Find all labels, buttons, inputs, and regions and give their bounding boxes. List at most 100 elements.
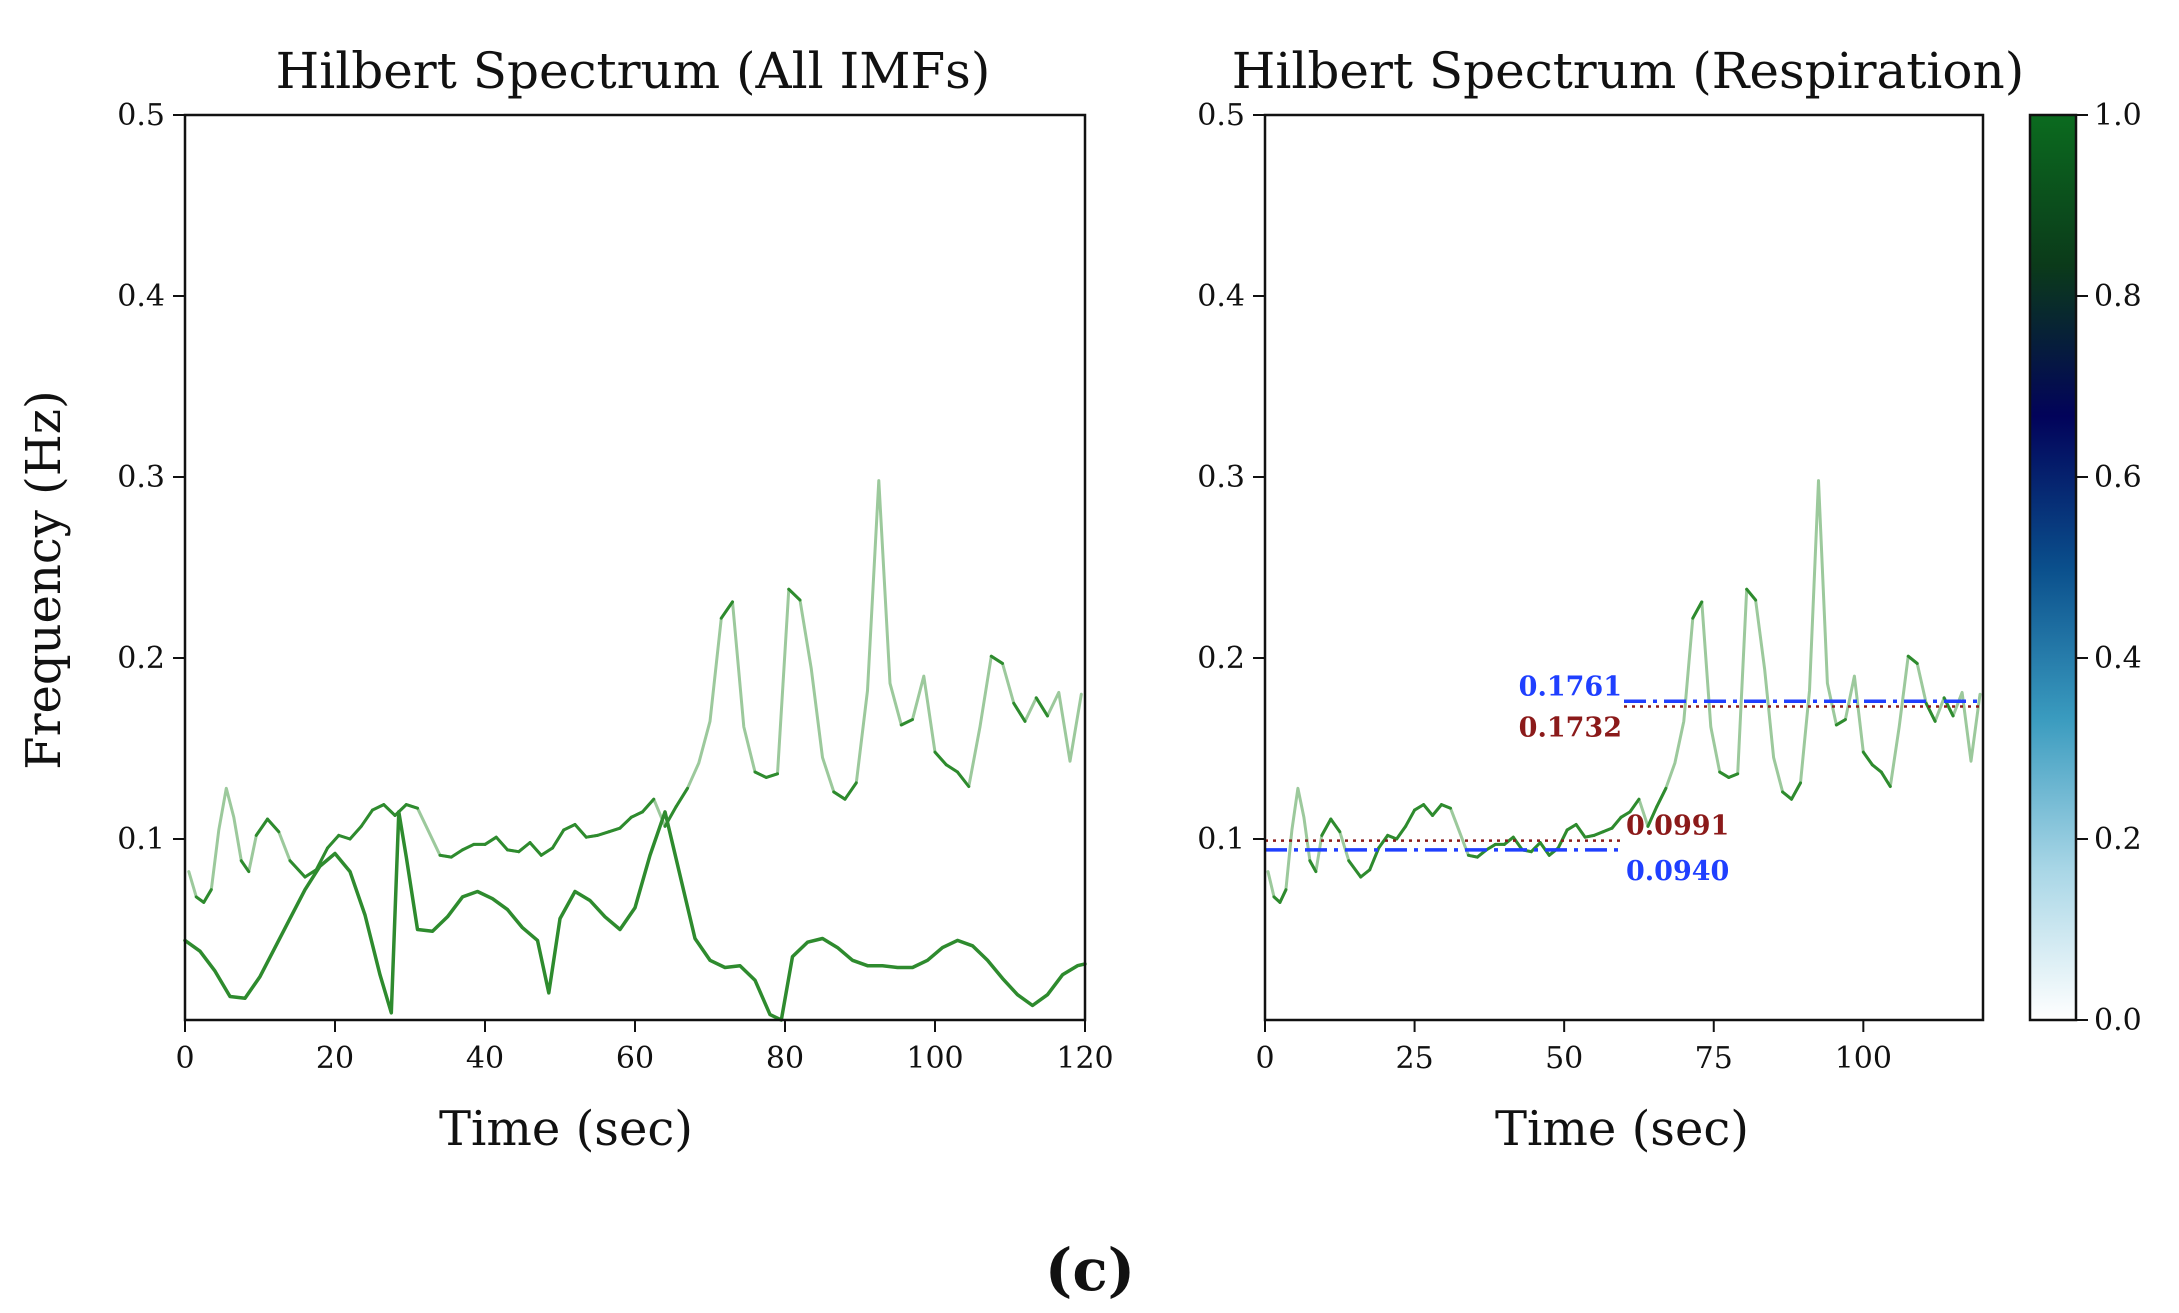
- left-series-segment: [562, 823, 577, 832]
- left-series-segment: [371, 803, 386, 812]
- right-series-segment: [1511, 835, 1524, 852]
- left-series-segment: [348, 824, 363, 841]
- left-series-segment: [933, 750, 948, 767]
- left-plot-frame: [183, 113, 1087, 1022]
- right-series-segment: [1781, 790, 1794, 801]
- right-series-line-0: [1266, 479, 1982, 904]
- left-series-segment: [1012, 701, 1027, 723]
- right-series-segment: [1924, 701, 1937, 723]
- colorbar-tick-label: 1.0: [2094, 98, 2142, 133]
- right-series-segment: [1395, 824, 1408, 841]
- right-series-segment: [1484, 842, 1497, 852]
- right-y-tick-label: 0.5: [1197, 98, 1245, 133]
- left-y-tick-label: 0.4: [117, 279, 165, 314]
- left-series-segment: [787, 587, 802, 602]
- left-series-segment: [956, 770, 971, 789]
- right-series-segment: [1727, 772, 1740, 779]
- right-series-segment: [1308, 859, 1318, 874]
- right-x-tick-label: 100: [1835, 1041, 1892, 1076]
- left-x-tick-label: 0: [175, 1041, 194, 1076]
- right-series-segment: [1610, 815, 1623, 830]
- right-series-segment: [1565, 823, 1578, 832]
- left-y-tick-label: 0.2: [117, 641, 165, 676]
- right-series-segment: [1691, 600, 1704, 620]
- right-series-segment: [1329, 817, 1342, 834]
- left-series-segment: [607, 826, 622, 834]
- right-series-segment: [1440, 803, 1452, 810]
- left-x-tick-label: 40: [466, 1041, 504, 1076]
- right-x-tick-label: 75: [1695, 1041, 1733, 1076]
- right-y-tick-label: 0.2: [1197, 641, 1245, 676]
- left-series-segment: [266, 817, 281, 834]
- left-series-segment: [461, 842, 476, 852]
- right-series-segment: [1368, 846, 1381, 872]
- right-series-segment: [1879, 770, 1892, 789]
- left-series-segment: [494, 835, 509, 852]
- left-series-segment: [359, 808, 374, 828]
- left-series-segment: [843, 781, 858, 801]
- right-series-segment: [1386, 833, 1399, 841]
- left-series-segment: [337, 833, 352, 841]
- left-plot-area: 0 20 40 60 80 100 120 0.1 0.2 0.3 0.4 0.5: [117, 98, 1113, 1076]
- left-x-tick-label: 120: [1056, 1041, 1113, 1076]
- colorbar: 0.0 0.2 0.4 0.6 0.8 1.0: [2028, 98, 2142, 1038]
- left-x-tick-label: 80: [766, 1041, 804, 1076]
- left-series-line-0: [187, 479, 1083, 904]
- figure-caption: (c): [1045, 1236, 1135, 1304]
- right-chart-title: Hilbert Spectrum (Respiration): [1232, 42, 2024, 100]
- left-series-segment: [764, 772, 779, 779]
- colorbar-tick-label: 0.6: [2094, 460, 2142, 495]
- left-series-segment: [753, 770, 768, 779]
- right-series-segment: [1583, 833, 1596, 839]
- left-x-axis-label: Time (sec): [439, 1101, 693, 1157]
- right-series-segment: [1404, 808, 1417, 828]
- left-series-segment: [254, 817, 269, 837]
- right-series-segment: [1601, 826, 1614, 834]
- right-series-segment: [1556, 828, 1569, 850]
- left-series-segment: [1034, 696, 1049, 718]
- left-series-segment: [584, 833, 599, 839]
- left-series-segment: [719, 600, 734, 620]
- right-plot-frame: [1263, 113, 1985, 1022]
- reference-label-0.1761: 0.1761: [1519, 671, 1622, 702]
- colorbar-tick-label: 0.2: [2094, 822, 2142, 857]
- left-series-segment: [326, 833, 341, 850]
- right-y-tick-label: 0.3: [1197, 460, 1245, 495]
- colorbar-tick-label: 0.4: [2094, 641, 2142, 676]
- left-series-segment: [573, 823, 588, 839]
- right-x-tick-label: 0: [1255, 1041, 1274, 1076]
- left-x-tick-label: 60: [616, 1041, 654, 1076]
- right-series-segment: [1422, 803, 1435, 817]
- right-series-segment: [1359, 868, 1372, 879]
- left-series-segment: [202, 888, 213, 904]
- right-series-segment: [1718, 770, 1731, 779]
- left-series-segment: [194, 895, 206, 904]
- left-series-segment: [303, 868, 318, 879]
- right-y-tick-label: 0.4: [1197, 279, 1245, 314]
- left-series-segment: [618, 815, 633, 830]
- right-x-tick-label: 25: [1395, 1041, 1433, 1076]
- left-series-segment: [899, 718, 914, 727]
- left-series-segment: [528, 841, 543, 857]
- right-series-segment: [1628, 797, 1641, 814]
- right-series-segment: [1347, 859, 1363, 879]
- left-chart-panel: Hilbert Spectrum (All IMFs) Time (sec) F…: [16, 42, 1114, 1157]
- left-series-segment: [629, 810, 644, 819]
- left-series-segment: [438, 853, 453, 859]
- left-y-tick-label: 0.3: [117, 460, 165, 495]
- left-y-tick-label: 0.5: [117, 98, 165, 133]
- right-series-segment: [1655, 786, 1668, 808]
- right-series-segment: [1278, 888, 1288, 904]
- left-series-segment: [483, 835, 498, 846]
- reference-label-0.0991: 0.0991: [1626, 811, 1729, 842]
- left-series-segment: [944, 763, 959, 774]
- right-series-segment: [1502, 835, 1515, 846]
- right-series-segment: [1466, 853, 1479, 859]
- left-series-segment: [517, 841, 532, 854]
- colorbar-ticks: 0.0 0.2 0.4 0.6 0.8 1.0: [2076, 98, 2142, 1038]
- right-series-segment: [1413, 803, 1426, 812]
- reference-label-0.1732: 0.1732: [1519, 713, 1622, 744]
- left-x-tick-label: 20: [316, 1041, 354, 1076]
- left-series-segment: [596, 830, 611, 837]
